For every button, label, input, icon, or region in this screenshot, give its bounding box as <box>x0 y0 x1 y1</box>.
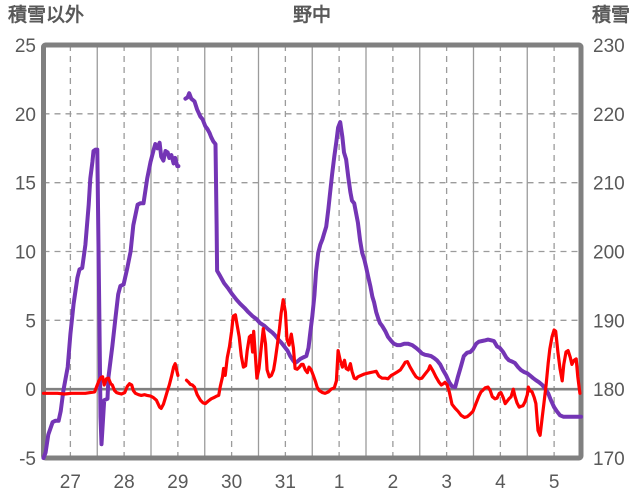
x-axis-tick-label: 29 <box>167 472 188 493</box>
series-lines <box>41 91 583 460</box>
left-axis-tick-label: 10 <box>15 243 36 264</box>
right-axis-tick-label: 200 <box>593 243 625 264</box>
x-axis-tick-label: 28 <box>114 472 135 493</box>
x-axis-tick-label: 5 <box>549 472 560 493</box>
x-axis-tick-label: 2 <box>388 472 399 493</box>
right-axis-tick-label: 170 <box>593 449 625 470</box>
x-axis-tick-label: 30 <box>221 472 242 493</box>
series-line-snow <box>183 91 583 419</box>
left-axis-tick-label: 15 <box>15 174 36 195</box>
right-axis-tick-label: 210 <box>593 174 625 195</box>
x-axis-tick-label: 27 <box>60 472 81 493</box>
x-axis-tick-label: 4 <box>495 472 506 493</box>
right-axis-tick-label: 220 <box>593 105 625 126</box>
series-line-snow <box>41 140 181 460</box>
right-axis-tick-label: 190 <box>593 311 625 332</box>
chart-title: 野中 <box>293 3 331 26</box>
x-axis-tick-label: 31 <box>275 472 296 493</box>
left-axis-title: 積雪以外 <box>8 3 84 26</box>
x-axis-tick-label: 1 <box>334 472 345 493</box>
series-line-other <box>41 362 180 410</box>
right-axis-tick-label: 180 <box>593 380 625 401</box>
left-axis-tick-label: 25 <box>15 36 36 57</box>
right-axis-title: 積雪 <box>592 3 630 26</box>
right-axis-tick-label: 230 <box>593 36 625 57</box>
x-axis-tick-label: 3 <box>441 472 452 493</box>
left-axis-tick-label: 20 <box>15 105 36 126</box>
left-axis-tick-label: 0 <box>25 380 36 401</box>
plot-border <box>41 42 584 461</box>
series-line-other <box>184 298 582 437</box>
left-axis-tick-label: 5 <box>25 311 36 332</box>
left-axis-tick-label: -5 <box>19 449 36 470</box>
